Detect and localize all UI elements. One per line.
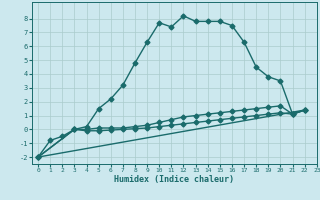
X-axis label: Humidex (Indice chaleur): Humidex (Indice chaleur) bbox=[115, 175, 234, 184]
